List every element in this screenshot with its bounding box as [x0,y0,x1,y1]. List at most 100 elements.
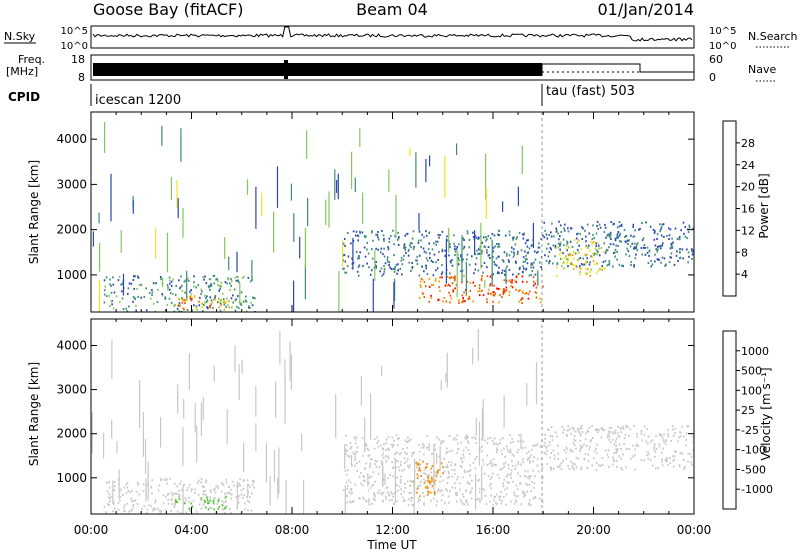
echo-streak [448,227,450,253]
echo-cell [469,282,472,284]
echo-streak [118,469,120,499]
echo-cell [110,284,112,287]
echo-cell [346,265,349,268]
echo-cell [533,280,535,283]
echo-cell [632,223,635,226]
echo-cell [387,435,390,438]
echo-cell [402,500,405,502]
echo-cell [381,274,383,277]
echo-cell [447,461,450,464]
colorbar-tick-label: 28 [741,137,755,150]
echo-cell [503,478,505,481]
echo-cell [462,300,465,303]
echo-cell [591,424,593,427]
echo-cell [632,455,634,458]
echo-cell [427,490,430,493]
echo-cell [553,467,555,470]
echo-cell [349,501,352,504]
echo-cell [435,243,437,246]
echo-cell [386,455,389,458]
echo-cell [662,439,665,441]
echo-cell [674,450,676,453]
echo-streak [475,417,477,436]
echo-cell [582,227,584,230]
echo-cell [230,512,232,514]
echo-streak [360,376,362,406]
echo-cell [473,272,475,275]
velocity-data [91,328,694,514]
echo-cell [228,306,231,309]
echo-cell [636,432,638,435]
echo-cell [204,499,206,502]
echo-cell [494,496,496,499]
echo-cell [244,508,247,511]
echo-cell [609,233,611,236]
echo-cell [435,470,438,473]
echo-cell [660,247,662,250]
echo-streak [307,198,309,227]
echo-cell [167,503,170,505]
echo-cell [500,468,502,471]
echo-cell [634,454,636,457]
echo-cell [492,503,495,506]
echo-cell [214,488,216,491]
echo-cell [691,257,693,260]
echo-cell [366,448,369,451]
echo-cell [515,500,518,503]
echo-cell [215,278,217,281]
echo-cell [379,270,381,273]
echo-cell [612,438,614,441]
echo-cell [176,501,178,503]
echo-cell [464,436,466,439]
echo-cell [457,448,459,450]
echo-cell [151,291,154,294]
echo-cell [481,289,483,292]
echo-cell [433,242,435,245]
echo-cell [503,495,505,498]
echo-cell [484,472,486,475]
echo-cell [552,449,555,452]
echo-cell [618,263,621,266]
echo-cell [474,285,476,287]
echo-cell [393,270,396,273]
echo-cell [545,453,547,456]
echo-cell [615,459,618,462]
echo-cell [214,296,216,299]
echo-cell [497,245,499,248]
echo-cell [518,300,520,303]
echo-cell [410,491,412,494]
echo-cell [178,303,180,306]
echo-cell [692,435,694,438]
echo-cell [141,508,143,511]
echo-cell [372,239,374,242]
echo-cell [248,305,250,308]
echo-cell [527,470,529,473]
echo-cell [109,278,111,281]
echo-cell [691,463,693,466]
echo-cell [515,281,518,284]
echo-cell [649,225,652,228]
echo-cell [398,437,400,439]
echo-cell [570,227,573,230]
echo-cell [406,440,408,443]
echo-cell [466,280,469,283]
echo-cell [383,443,385,446]
echo-cell [597,241,599,244]
echo-cell [504,488,506,491]
echo-cell [402,448,404,450]
velocity-ytick-label: 1000 [56,471,87,485]
echo-cell [513,236,515,239]
echo-cell [660,261,662,264]
echo-cell [418,467,421,469]
echo-cell [234,276,237,279]
echo-cell [534,496,536,498]
echo-cell [419,280,422,283]
echo-cell [248,501,251,503]
echo-cell [520,249,523,252]
echo-cell [588,244,590,247]
echo-cell [424,486,427,489]
echo-cell [486,463,488,466]
echo-cell [573,444,576,447]
echo-cell [177,304,179,307]
echo-cell [570,262,572,265]
